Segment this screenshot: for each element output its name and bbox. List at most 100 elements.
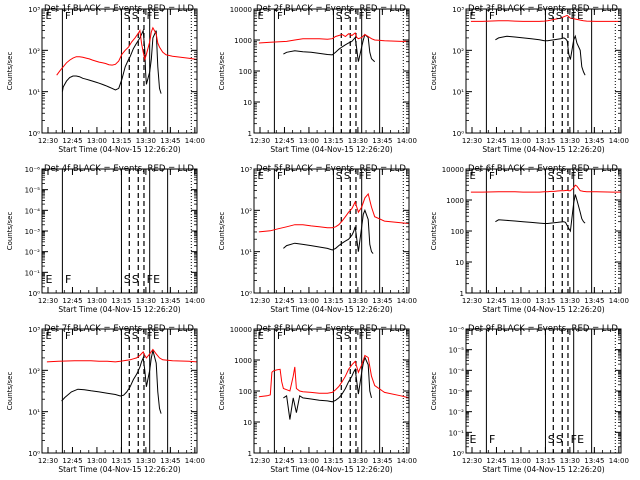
y-tick-label: 10⁻⁴ xyxy=(449,367,465,375)
x-axis-label: Start Time (04-Nov-15 12:26:20) xyxy=(58,465,180,474)
marker-label: F xyxy=(277,331,283,342)
panel-det-4: 10⁰ 10⁻¹ 10⁻² 10⁻³ 10⁻⁴ 10⁻⁵ 10⁻⁶ 12:30 12:45 13:… xyxy=(6,164,205,314)
x-tick-label: 12:45 xyxy=(62,297,82,305)
x-tick-label: 12:30 xyxy=(250,457,270,465)
y-tick-label: 100 xyxy=(239,388,252,396)
y-tick-label: 10000 xyxy=(442,166,464,174)
marker-label: S xyxy=(124,331,130,342)
y-tick-label: 10⁻⁴ xyxy=(25,207,41,215)
marker-label: E xyxy=(45,273,52,286)
marker-label: E xyxy=(577,11,583,22)
x-tick-label: 13:00 xyxy=(87,297,107,305)
x-tick-label: 14:00 xyxy=(609,457,629,465)
y-axis-label: Counts/sec xyxy=(218,372,226,411)
x-tick-label: 13:30 xyxy=(348,297,368,305)
x-tick-label: 13:45 xyxy=(372,137,392,145)
marker-label: F xyxy=(359,331,365,342)
x-tick-label: 14:00 xyxy=(397,297,417,305)
x-tick-label: 12:30 xyxy=(462,297,482,305)
panel-title: Det 7f BLACK = Events, RED = LLD xyxy=(44,324,194,334)
y-tick-label: 10⁻⁶ xyxy=(449,326,465,334)
marker-label: E xyxy=(577,171,583,182)
series-events-line xyxy=(495,194,586,233)
y-tick-label: 1000 xyxy=(234,37,252,45)
y-tick-label: 10⁻⁵ xyxy=(25,187,41,195)
plot-frame xyxy=(465,8,622,134)
x-tick-label: 13:45 xyxy=(160,137,180,145)
marker-label: F xyxy=(147,331,153,342)
marker-label: S xyxy=(124,11,130,22)
panel-title: Det 1f BLACK = Events, RED = LLD xyxy=(44,4,194,14)
x-tick-label: 13:30 xyxy=(348,457,368,465)
marker-label: F xyxy=(277,171,283,182)
x-tick-label: 14:00 xyxy=(609,137,629,145)
marker-label: S xyxy=(132,331,138,342)
x-tick-label: 13:30 xyxy=(348,137,368,145)
x-tick-label: 12:45 xyxy=(62,137,82,145)
panel-det-9: 10⁰ 10⁻¹ 10⁻² 10⁻³ 10⁻⁴ 10⁻⁵ 10⁻⁶ 12:30 12:45 13:… xyxy=(430,324,629,474)
marker-label: S xyxy=(548,171,554,182)
x-tick-label: 13:45 xyxy=(372,297,392,305)
x-tick-label: 13:15 xyxy=(535,297,555,305)
y-tick-label: 10³ xyxy=(452,6,464,14)
marker-label: F xyxy=(147,273,153,286)
marker-label: F xyxy=(65,273,71,286)
marker-label: E xyxy=(469,11,475,22)
y-tick-label: 10⁻¹ xyxy=(25,269,41,277)
y-tick-label: 10³ xyxy=(28,6,40,14)
x-tick-label: 13:45 xyxy=(160,297,180,305)
x-axis-label: Start Time (04-Nov-15 12:26:20) xyxy=(58,145,180,154)
marker-label: S xyxy=(132,273,139,286)
panel-det-3: 10⁰ 10¹ 10² 10³ 12:30 12:45 13:00 13:15 13:30 13:… xyxy=(430,4,629,154)
panel-title: Det 2f BLACK = Events, RED = LLD xyxy=(256,4,406,14)
y-tick-label: 10⁻² xyxy=(25,249,41,257)
marker-label: F xyxy=(277,11,283,22)
y-tick-label: 10¹ xyxy=(28,409,40,417)
x-axis-label: Start Time (04-Nov-15 12:26:20) xyxy=(270,465,392,474)
y-tick-label: 10000 xyxy=(230,326,252,334)
y-tick-label: 10² xyxy=(28,367,40,375)
marker-label: E xyxy=(469,171,475,182)
x-tick-label: 13:15 xyxy=(535,137,555,145)
plot-frame xyxy=(253,8,410,134)
x-tick-label: 13:45 xyxy=(584,137,604,145)
x-tick-label: 13:15 xyxy=(111,137,131,145)
x-tick-label: 12:30 xyxy=(462,137,482,145)
x-tick-label: 14:00 xyxy=(185,137,205,145)
marker-label: E xyxy=(257,171,263,182)
marker-label: F xyxy=(65,11,71,22)
y-tick-label: 10⁻¹ xyxy=(449,429,465,437)
x-tick-label: 12:30 xyxy=(250,297,270,305)
x-tick-label: 13:30 xyxy=(136,137,156,145)
x-tick-label: 13:00 xyxy=(299,297,319,305)
x-tick-label: 13:00 xyxy=(87,457,107,465)
marker-label: E xyxy=(365,171,371,182)
y-tick-label: 10² xyxy=(240,207,252,215)
x-tick-label: 13:00 xyxy=(299,457,319,465)
marker-label: S xyxy=(344,331,350,342)
series-lld-line xyxy=(56,26,197,76)
y-tick-label: 10⁻⁶ xyxy=(25,166,41,174)
x-tick-label: 13:30 xyxy=(136,297,156,305)
marker-label: F xyxy=(489,11,495,22)
plot-frame xyxy=(253,328,410,454)
y-axis-label: Counts/sec xyxy=(6,52,14,91)
panel-det-1: 10⁰ 10¹ 10² 10³ 12:30 12:45 13:00 13:15 13:30 13:… xyxy=(6,4,205,154)
y-axis-label: Counts/sec xyxy=(430,372,438,411)
series-events-line xyxy=(283,33,376,63)
x-tick-label: 13:00 xyxy=(511,297,531,305)
series-events-line xyxy=(61,28,162,94)
panel-title: Det 6f BLACK = Events, RED = LLD xyxy=(468,164,618,174)
marker-label: F xyxy=(571,11,577,22)
x-tick-label: 14:00 xyxy=(609,297,629,305)
marker-label: E xyxy=(257,331,263,342)
series-lld-line xyxy=(470,184,621,193)
y-axis-label: Counts/sec xyxy=(218,52,226,91)
panel-title: Det 5f BLACK = Events, RED = LLD xyxy=(256,164,406,174)
marker-label: E xyxy=(153,11,159,22)
x-tick-label: 12:30 xyxy=(38,297,58,305)
marker-label: E xyxy=(153,331,159,342)
x-tick-label: 12:30 xyxy=(462,457,482,465)
panel-title: Det 4f BLACK = Events, RED = LLD xyxy=(44,164,194,174)
x-tick-label: 12:30 xyxy=(38,457,58,465)
